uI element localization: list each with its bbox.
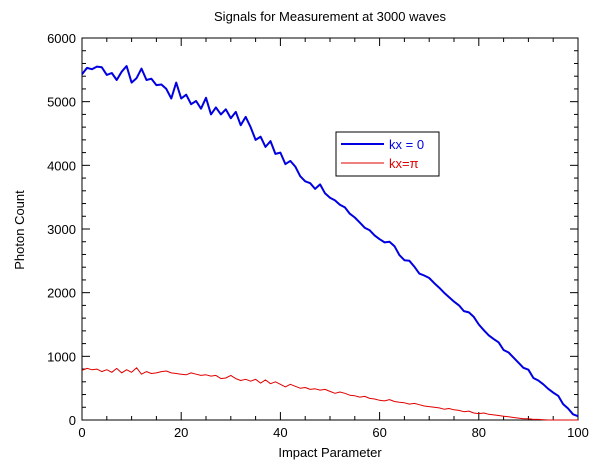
y-tick-label: 0 [69, 413, 76, 428]
x-tick-label: 20 [174, 425, 188, 440]
x-tick-label: 60 [372, 425, 386, 440]
y-tick-label: 2000 [47, 286, 76, 301]
legend-label-kxpi: kx=π [389, 156, 419, 171]
x-tick-label: 100 [567, 425, 589, 440]
y-tick-label: 4000 [47, 158, 76, 173]
series-line-kxpi [81, 367, 578, 421]
x-axis-label: Impact Parameter [278, 445, 382, 460]
series-line-kx0 [81, 65, 579, 418]
x-tick-label: 0 [78, 425, 85, 440]
plot-area-frame [81, 37, 579, 421]
chart-title: Signals for Measurement at 3000 waves [214, 9, 446, 24]
y-tick-label: 5000 [47, 95, 76, 110]
y-axis-label: Photon Count [12, 190, 27, 270]
legend-label-kx0: kx = 0 [389, 137, 424, 152]
legend: kx = 0 kx=π [335, 131, 440, 177]
series-lines [81, 65, 579, 421]
x-tick-label: 40 [273, 425, 287, 440]
y-tick-label: 1000 [47, 349, 76, 364]
x-tick-label: 80 [472, 425, 486, 440]
legend-box [335, 131, 440, 177]
y-tick-label: 3000 [47, 222, 76, 237]
y-tick-label: 6000 [47, 31, 76, 46]
